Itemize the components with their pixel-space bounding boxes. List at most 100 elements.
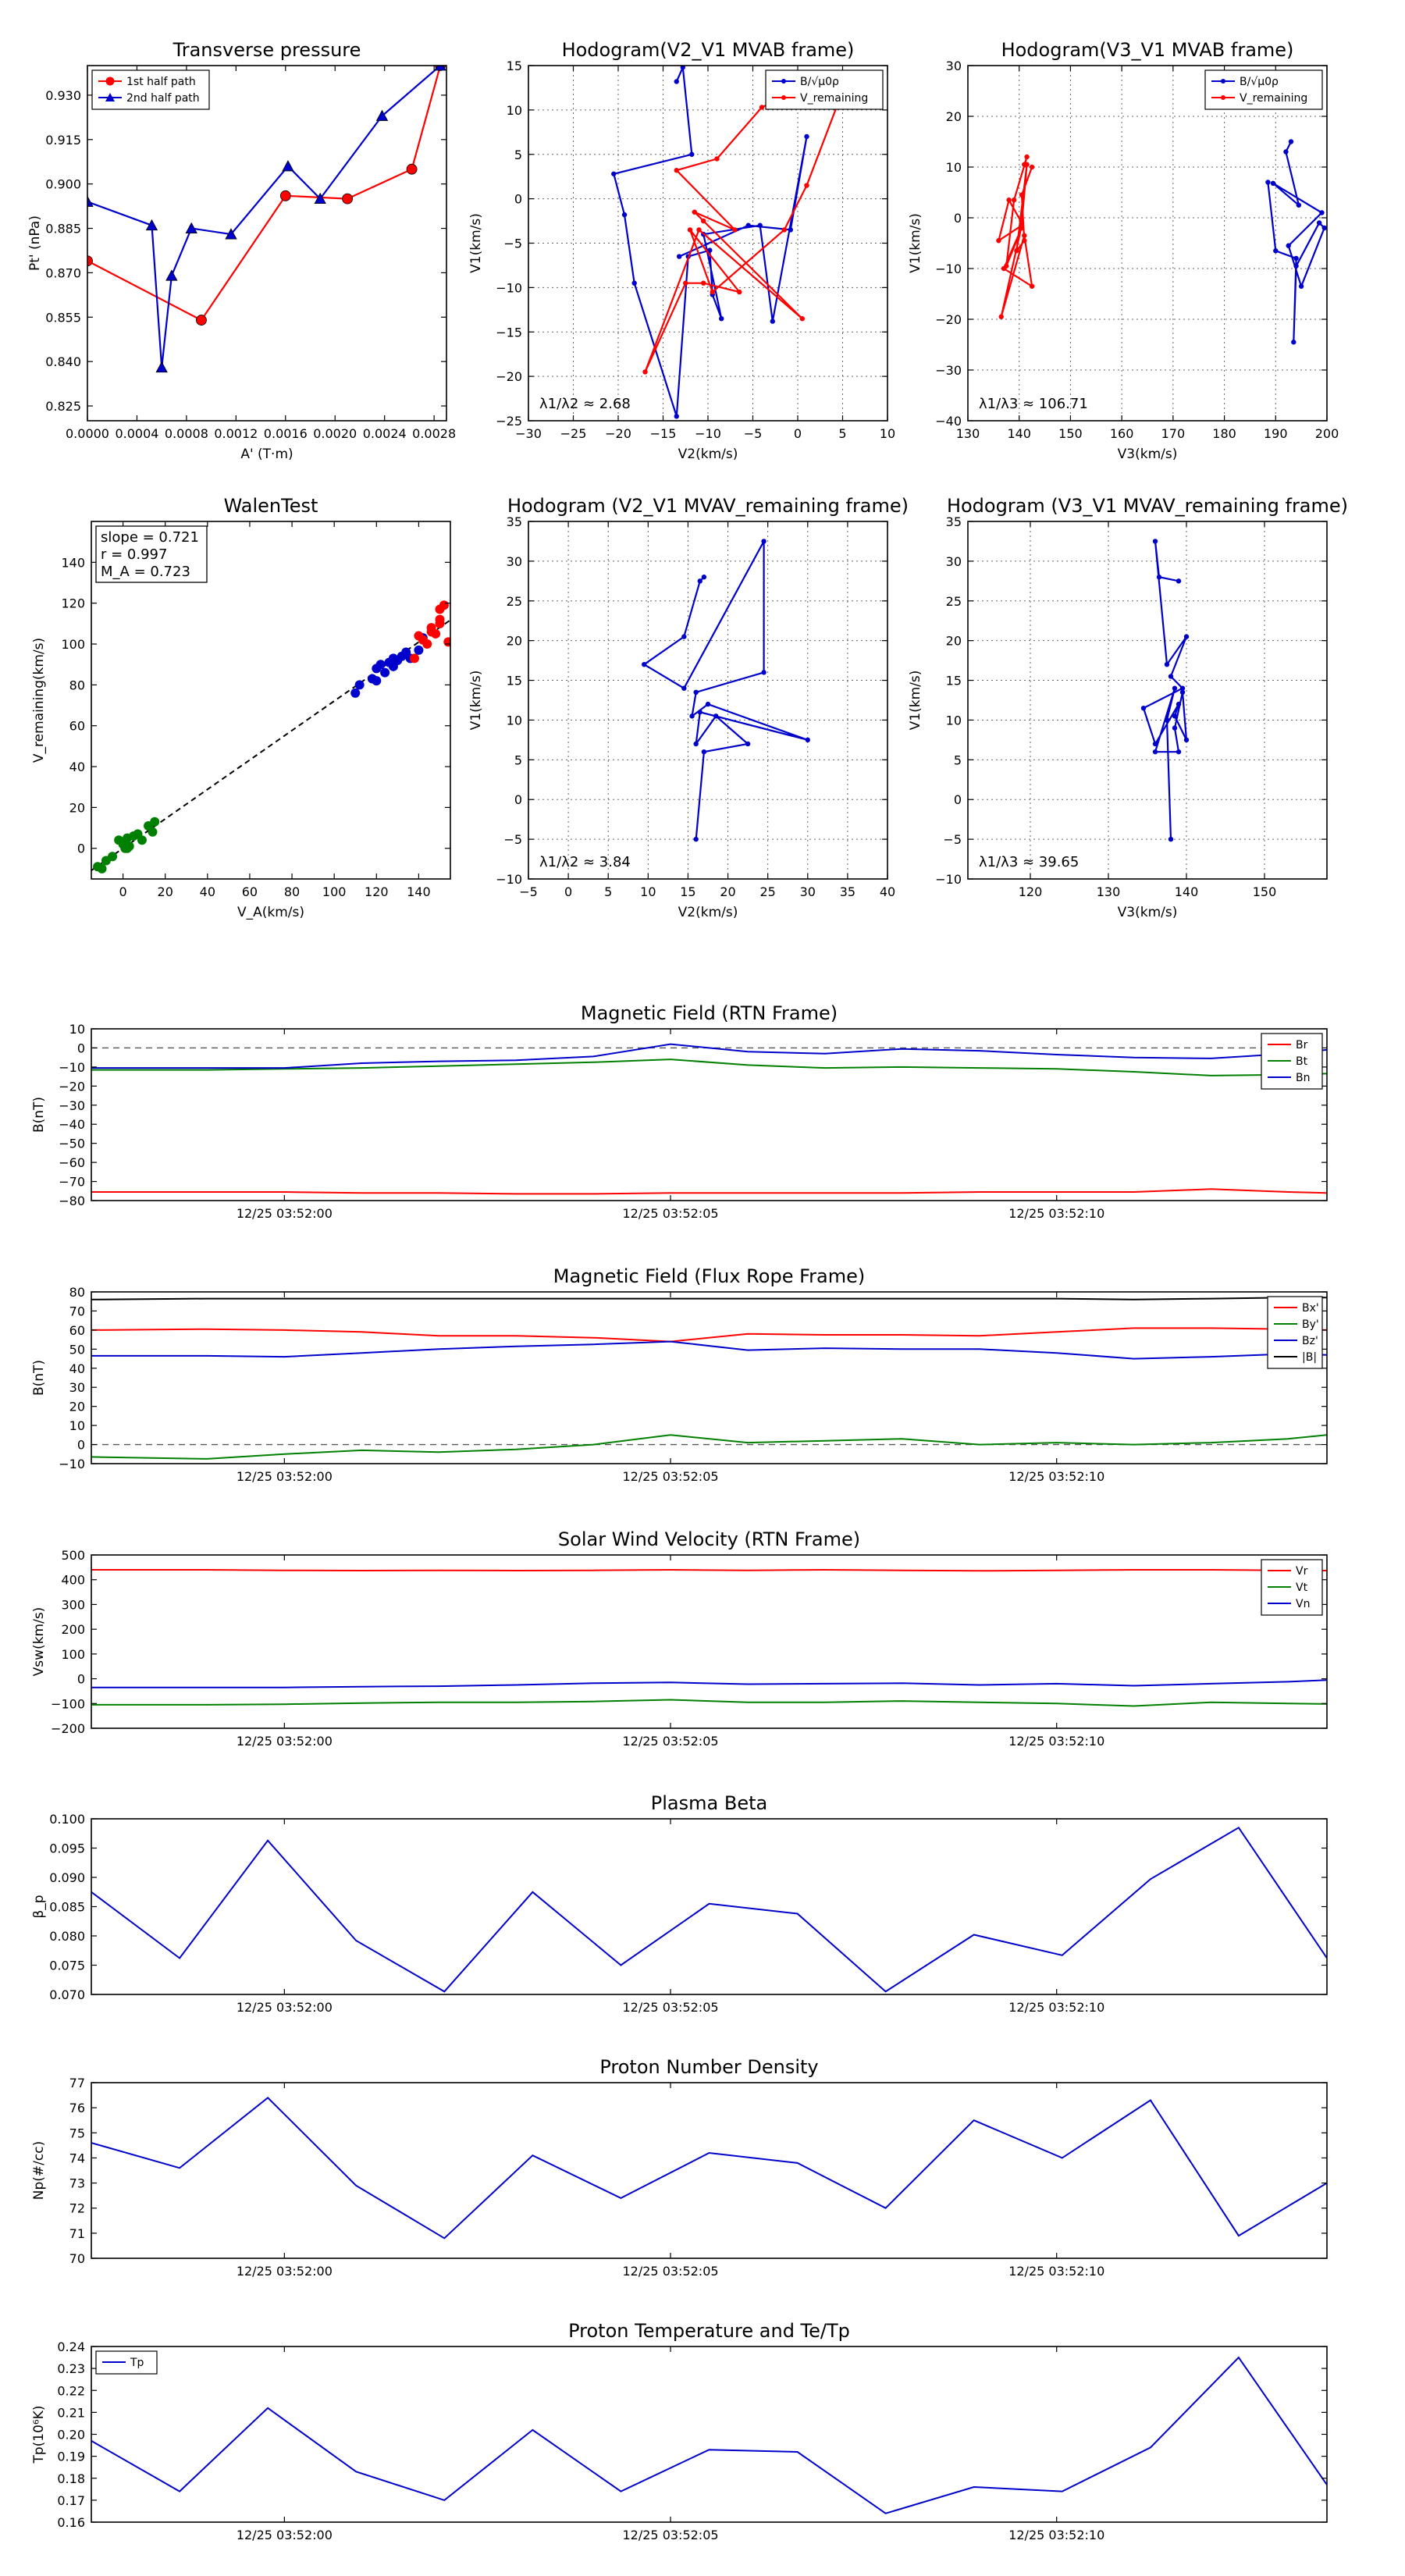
- hodogram_v2-ytick-label-2: −15: [496, 325, 522, 340]
- hodogram_v3_rem-marker-0-3: [1164, 662, 1170, 667]
- hodogram_v2_rem-ytick-label-1: −5: [503, 832, 522, 847]
- proton_density-ylabel: Np(#/cc): [31, 2141, 47, 2200]
- hodogram_v2-xtick-label-3: −15: [650, 426, 677, 441]
- walen_test-point-blue-4: [375, 660, 386, 670]
- mag_fluxrope-legend-label-0: Bx': [1302, 1302, 1319, 1315]
- walen_test-ytick-label-2: 40: [69, 760, 85, 774]
- walen_test-stats-box: [95, 525, 208, 583]
- transverse_pressure-frame: [87, 65, 447, 422]
- plasma_beta-xtick-label-0: 12/25 03:52:00: [237, 2000, 333, 2015]
- hodogram_v2_rem-marker-0-5: [761, 539, 767, 544]
- hodogram_v2_rem-xtick-label-8: 35: [840, 884, 855, 899]
- hodogram_v3_rem-frame: [967, 521, 1328, 880]
- transverse_pressure-ylabel: Pt' (nPa): [27, 215, 43, 271]
- sw_velocity-legend-label-0: Vr: [1296, 1565, 1308, 1578]
- mag_fluxrope-xtick-label-2: 12/25 03:52:10: [1008, 1469, 1104, 1484]
- hodogram_v3_rem-ytick-label-7: 25: [946, 594, 962, 609]
- sw_velocity-frame: [91, 1554, 1328, 1729]
- hodogram_v3-marker-1-12: [1019, 220, 1025, 226]
- hodogram_v3-panel: 130 140 150 160 170 180 190 200 −40 −30 −20 −10 0 10 2…: [908, 39, 1339, 462]
- mag_rtn-ytick-label-0: −80: [59, 1194, 85, 1208]
- mag_rtn-xtick-label-2: 12/25 03:52:10: [1008, 1206, 1104, 1221]
- hodogram_v3-marker-0-11: [1293, 255, 1299, 262]
- mag_rtn-ytick-label-9: 10: [69, 1022, 85, 1037]
- transverse_pressure-ytick-label-1: 0.840: [45, 354, 81, 369]
- hodogram_v2_rem-marker-0-4: [681, 685, 687, 691]
- plasma_beta-line-beta: [91, 1826, 1327, 1993]
- plasma_beta-ytick-label-2: 0.080: [49, 1929, 85, 1944]
- hodogram_v3_rem-xtick-label-3: 150: [1253, 884, 1277, 899]
- hodogram_v2_rem-xtick-label-1: 0: [564, 884, 572, 899]
- transverse_pressure-legend-label-0: 1st half path: [126, 76, 196, 88]
- hodogram_v2-marker-1-14: [710, 289, 715, 295]
- hodogram_v3-marker-0-0: [1288, 139, 1294, 144]
- walen_test-point-blue-0: [350, 688, 361, 698]
- sw_velocity-ytick-label-0: −200: [51, 1721, 85, 1736]
- transverse_pressure-marker-0-2: [279, 190, 291, 201]
- hodogram_v3_rem-xlabel: V3(km/s): [1118, 905, 1178, 920]
- transverse_pressure-ytick-label-7: 0.930: [45, 88, 81, 103]
- sw_velocity-xtick-label-2: 12/25 03:52:10: [1008, 1734, 1104, 1749]
- proton_temp-series-group: [91, 2356, 1327, 2514]
- hodogram_v2_rem-xtick-label-0: −5: [519, 884, 538, 899]
- hodogram_v3-marker-1-2: [1011, 197, 1017, 203]
- hodogram_v2-title: Hodogram(V2_V1 MVAB frame): [562, 39, 855, 61]
- transverse_pressure-marker-0-0: [87, 255, 93, 267]
- hodogram_v3_rem-ylabel: V1(km/s): [908, 671, 923, 731]
- walen_test-point-blue-14: [372, 676, 382, 686]
- transverse_pressure-title: Transverse pressure: [173, 39, 361, 61]
- hodogram_v3-marker-0-5: [1286, 243, 1291, 248]
- mag_rtn-legend-label-2: Bn: [1296, 1072, 1310, 1084]
- hodogram_v2-marker-0-3: [611, 171, 617, 176]
- sw_velocity-ytick-label-2: 0: [77, 1672, 85, 1687]
- sw_velocity-legend-label-1: Vt: [1296, 1582, 1308, 1594]
- walen_test-point-green-14: [123, 843, 132, 853]
- hodogram_v2_rem-marker-0-15: [701, 749, 707, 755]
- transverse_pressure-marker-1-2: [155, 361, 168, 373]
- hodogram_v2-annotation: λ1/λ2 ≈ 2.68: [539, 396, 631, 412]
- transverse_pressure-ytick-label-0: 0.825: [45, 399, 81, 414]
- mag_rtn-ytick-label-3: −50: [59, 1137, 85, 1151]
- transverse_pressure-marker-1-4: [185, 222, 197, 233]
- hodogram_v3-legend-label-0: B/√μ0ρ: [1240, 76, 1279, 88]
- hodogram_v2-marker-0-10: [719, 315, 724, 322]
- hodogram_v2-xtick-label-6: 0: [794, 426, 802, 441]
- hodogram_v3-xtick-label-3: 160: [1110, 426, 1134, 441]
- hodogram_v3-ylabel: V1(km/s): [908, 213, 923, 273]
- hodogram_v2-marker-1-12: [737, 289, 742, 295]
- hodogram_v2-marker-1-13: [687, 227, 693, 233]
- hodogram_v2_rem-xtick-label-4: 15: [680, 884, 695, 899]
- mag_fluxrope-title: Magnetic Field (Flux Rope Frame): [553, 1265, 865, 1287]
- proton_temp-ytick-label-7: 0.23: [57, 2361, 85, 2376]
- hodogram_v2-marker-0-2: [689, 151, 695, 157]
- plasma_beta-ytick-label-1: 0.075: [49, 1959, 85, 1973]
- hodogram_v2-marker-1-10: [683, 280, 688, 286]
- hodogram_v3-marker-0-3: [1270, 180, 1276, 186]
- hodogram_v2-marker-0-13: [770, 318, 775, 324]
- hodogram_v2-line-V_remaining: [644, 101, 839, 372]
- transverse_pressure-xtick-label-3: 0.0012: [214, 426, 258, 441]
- hodogram_v3_rem-marker-0-1: [1156, 575, 1162, 580]
- proton_temp-ytick-label-1: 0.17: [57, 2493, 85, 2508]
- plasma_beta-panel: 12/25 03:52:00 12/25 03:52:05 12/25 03:52:…: [31, 1792, 1328, 2015]
- proton_density-title: Proton Number Density: [599, 2056, 818, 2078]
- mag_rtn-panel: 12/25 03:52:00 12/25 03:52:05 12/25 03:52:…: [31, 1002, 1328, 1221]
- mag_rtn-title: Magnetic Field (RTN Frame): [581, 1002, 838, 1024]
- mag_fluxrope-ytick-label-8: 70: [69, 1304, 85, 1318]
- mag_fluxrope-line-Bz': [91, 1340, 1327, 1360]
- hodogram_v3_rem-xtick-label-0: 120: [1019, 884, 1043, 899]
- hodogram_v2-marker-1-15: [781, 227, 787, 233]
- hodogram_v3_rem-ytick-label-6: 20: [946, 634, 962, 649]
- hodogram_v3_rem-ytick-label-8: 30: [946, 554, 962, 569]
- mag_fluxrope-ytick-label-4: 30: [69, 1380, 85, 1395]
- transverse_pressure-legend-marker-0: [105, 76, 115, 86]
- proton_density-xtick-label-1: 12/25 03:52:05: [623, 2264, 719, 2279]
- transverse_pressure-xtick-label-1: 0.0004: [115, 426, 158, 441]
- mag_rtn-ylabel: B(nT): [31, 1097, 47, 1133]
- hodogram_v2_rem-marker-0-2: [681, 634, 687, 639]
- hodogram_v2-marker-0-16: [745, 222, 751, 228]
- walen_test-stat-0: slope = 0.721: [101, 529, 199, 546]
- hodogram_v2_rem-xtick-label-3: 10: [640, 884, 656, 899]
- hodogram_v2_rem-marker-0-1: [697, 578, 702, 584]
